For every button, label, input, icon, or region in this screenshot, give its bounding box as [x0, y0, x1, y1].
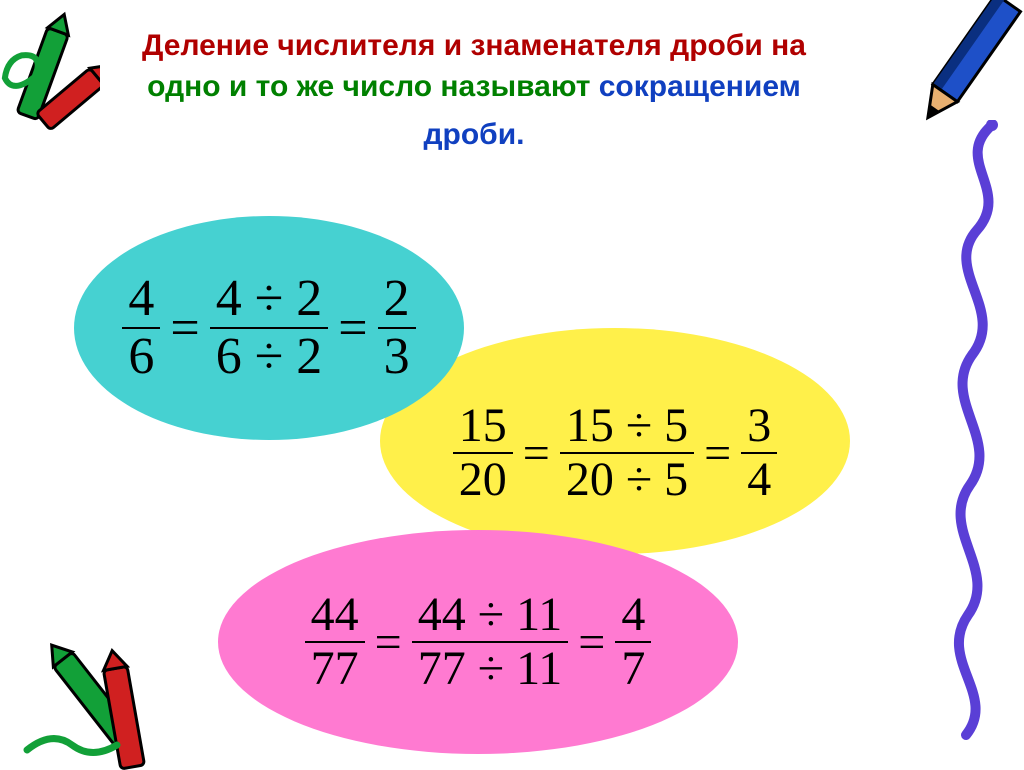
equation-1: 4 6 = 4 ÷ 2 6 ÷ 2 = 2 3: [122, 271, 415, 385]
frac-3b-den: 77 ÷ 11: [412, 643, 569, 695]
frac-1b: 4 ÷ 2 6 ÷ 2: [210, 271, 329, 385]
frac-1a-den: 6: [122, 329, 160, 385]
frac-3a-num: 44: [305, 589, 365, 641]
frac-3c-num: 4: [615, 589, 651, 641]
frac-2a-den: 20: [453, 454, 513, 506]
heading-part-blue2: дроби.: [423, 118, 524, 151]
frac-2b: 15 ÷ 5 20 ÷ 5: [560, 400, 694, 506]
frac-2c-num: 3: [741, 400, 777, 452]
equals-sign: =: [513, 426, 560, 481]
equals-sign: =: [694, 426, 741, 481]
frac-1c-den: 3: [378, 329, 416, 385]
frac-3b-num: 44 ÷ 11: [412, 589, 569, 641]
frac-1c: 2 3: [378, 271, 416, 385]
heading: Деление числителя и знаменателя дроби на…: [94, 26, 854, 156]
heading-part-blue: сокращением: [599, 70, 801, 103]
ellipse-pink: 44 77 = 44 ÷ 11 77 ÷ 11 = 4 7: [218, 530, 738, 754]
equals-sign: =: [160, 299, 209, 358]
frac-3a-den: 77: [305, 643, 365, 695]
equals-sign: =: [365, 615, 412, 670]
pencil-icon: [908, 0, 1024, 130]
squiggle-icon: [932, 120, 1022, 760]
equals-sign: =: [328, 299, 377, 358]
frac-3a: 44 77: [305, 589, 365, 695]
heading-part-green: одно и то же число называют: [147, 70, 599, 103]
equation-3: 44 77 = 44 ÷ 11 77 ÷ 11 = 4 7: [305, 589, 652, 695]
frac-1a-num: 4: [122, 271, 160, 327]
crayon-icon: [22, 640, 202, 770]
frac-1b-num: 4 ÷ 2: [210, 271, 329, 327]
frac-2c-den: 4: [741, 454, 777, 506]
equals-sign: =: [568, 615, 615, 670]
frac-2a-num: 15: [453, 400, 513, 452]
frac-3c-den: 7: [615, 643, 651, 695]
frac-1b-den: 6 ÷ 2: [210, 329, 329, 385]
frac-2c: 3 4: [741, 400, 777, 506]
frac-1a: 4 6: [122, 271, 160, 385]
frac-3b: 44 ÷ 11 77 ÷ 11: [412, 589, 569, 695]
frac-3c: 4 7: [615, 589, 651, 695]
frac-1c-num: 2: [378, 271, 416, 327]
heading-part-red: Деление числителя и знаменателя дроби на: [142, 29, 806, 62]
frac-2b-num: 15 ÷ 5: [560, 400, 694, 452]
equation-2: 15 20 = 15 ÷ 5 20 ÷ 5 = 3 4: [453, 400, 778, 506]
ellipse-teal: 4 6 = 4 ÷ 2 6 ÷ 2 = 2 3: [74, 216, 464, 440]
frac-2a: 15 20: [453, 400, 513, 506]
frac-2b-den: 20 ÷ 5: [560, 454, 694, 506]
crayon-icon: [0, 8, 100, 148]
